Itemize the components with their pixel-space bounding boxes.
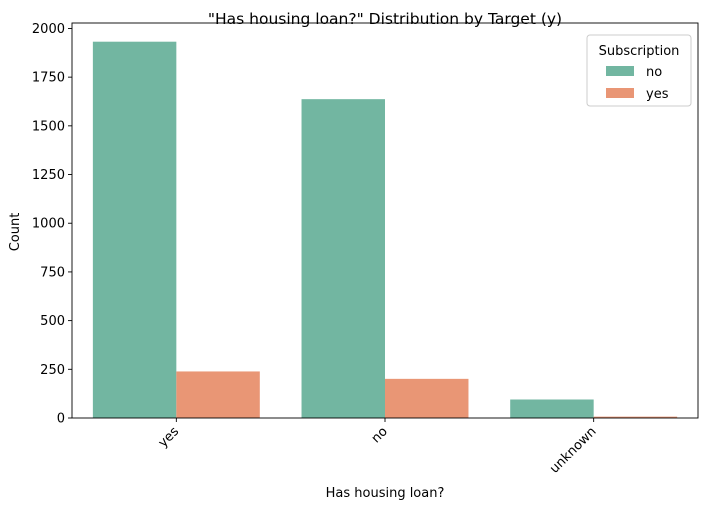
bar-no-yes (385, 378, 469, 418)
legend: Subscription no yes (586, 34, 692, 107)
y-tick-label: 1000 (32, 217, 65, 232)
x-tick-label: unknown (547, 424, 599, 476)
x-axis-label: Has housing loan? (326, 486, 445, 501)
legend-title: Subscription (599, 44, 680, 59)
y-axis-label: Count (8, 213, 23, 252)
legend-label-yes: yes (646, 87, 669, 102)
y-tick-label: 1500 (32, 119, 65, 134)
bar-yes-no (92, 41, 177, 418)
x-axis: yes no unknown (156, 418, 599, 477)
y-axis: 0 250 500 750 1000 1250 1500 1750 2000 (32, 22, 72, 427)
y-tick-label: 500 (40, 314, 65, 329)
y-tick-label: 1750 (32, 71, 65, 86)
legend-swatch-yes (606, 88, 634, 98)
legend-label-no: no (646, 65, 662, 80)
bar-unknown-no (510, 399, 594, 418)
bar-yes-yes (176, 371, 260, 418)
x-tick-label: no (369, 424, 391, 446)
y-tick-label: 1250 (32, 168, 65, 183)
bar-no-no (301, 99, 385, 418)
chart-title: "Has housing loan?" Distribution by Targ… (208, 10, 562, 28)
y-tick-label: 2000 (32, 22, 65, 37)
y-tick-label: 250 (40, 363, 65, 378)
bars-group (92, 41, 678, 418)
y-tick-label: 750 (40, 265, 65, 280)
x-tick-label: yes (156, 424, 183, 451)
y-tick-label: 0 (57, 412, 65, 427)
legend-swatch-no (606, 66, 634, 76)
bar-unknown-yes (593, 416, 678, 418)
